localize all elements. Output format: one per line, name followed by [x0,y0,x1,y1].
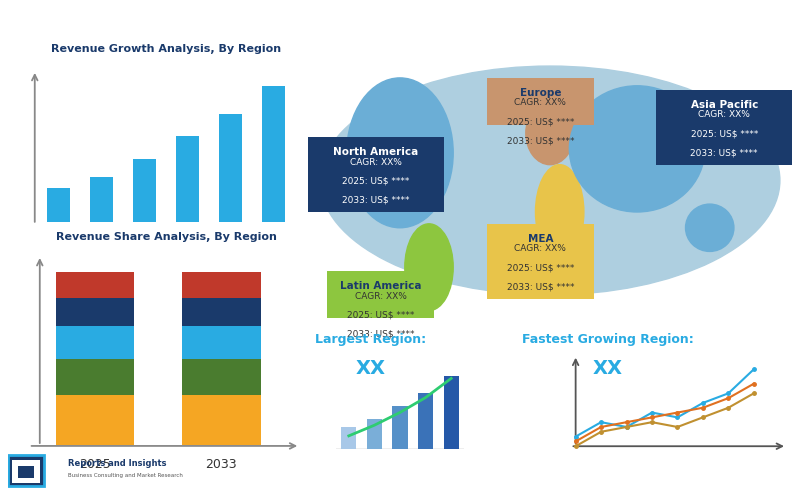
Text: CAGR: XX%: CAGR: XX% [350,158,402,167]
Bar [46,188,70,222]
Title: Revenue Growth Analysis, By Region: Revenue Growth Analysis, By Region [51,44,281,54]
FancyBboxPatch shape [308,137,443,212]
Ellipse shape [320,66,780,295]
FancyBboxPatch shape [8,456,44,486]
FancyBboxPatch shape [327,271,434,318]
Text: 2033: US$ ****: 2033: US$ **** [506,136,574,145]
FancyBboxPatch shape [487,224,594,299]
Text: 2025: US$ ****: 2025: US$ **** [506,117,574,126]
Bar [176,136,199,222]
Text: Fastest Growing Region:: Fastest Growing Region: [522,333,694,346]
Text: 2025: US$ ****: 2025: US$ **** [690,129,758,138]
Text: 2025: US$ ****: 2025: US$ **** [342,176,410,185]
Ellipse shape [570,86,705,212]
Bar [182,359,261,395]
Text: Largest Region:: Largest Region: [315,333,426,346]
Text: 2033: US$ ****: 2033: US$ **** [506,282,574,291]
FancyBboxPatch shape [657,90,792,165]
Ellipse shape [686,204,734,251]
Bar [55,273,134,298]
Text: XX: XX [356,358,386,378]
Bar [182,326,261,359]
FancyBboxPatch shape [487,78,594,125]
Text: Asia Pacific: Asia Pacific [690,100,758,109]
Bar [182,273,261,298]
Bar [443,376,459,449]
Text: Business Consulting and Market Research: Business Consulting and Market Research [68,473,183,479]
Text: 2033: US$ ****: 2033: US$ **** [690,148,758,157]
Bar [182,395,261,445]
Bar [55,298,134,326]
Ellipse shape [535,165,584,259]
FancyBboxPatch shape [18,465,34,478]
Bar [418,393,434,449]
Ellipse shape [346,78,454,228]
Text: 2033: US$ ****: 2033: US$ **** [347,329,414,339]
Text: CAGR: XX%: CAGR: XX% [514,245,566,253]
Bar [392,406,408,449]
Text: CAGR: XX%: CAGR: XX% [514,99,566,107]
Text: CAGR: XX%: CAGR: XX% [354,292,406,301]
Text: MEA: MEA [527,234,553,244]
Text: North America: North America [333,147,418,157]
Bar [366,419,382,449]
Text: Europe: Europe [519,88,561,98]
Text: GLOBAL PALLET LABELLING SYSTEM MARKET REGIONAL LEVEL ANALYSIS: GLOBAL PALLET LABELLING SYSTEM MARKET RE… [12,19,494,33]
Bar [55,395,134,445]
FancyBboxPatch shape [12,460,40,483]
Bar [218,113,242,222]
Ellipse shape [526,102,574,165]
Text: 2025: US$ ****: 2025: US$ **** [506,263,574,272]
Text: CAGR: XX%: CAGR: XX% [698,110,750,119]
Text: 2025: US$ ****: 2025: US$ **** [347,311,414,319]
Ellipse shape [405,224,454,311]
Bar [262,86,286,222]
Bar [133,159,156,222]
Text: XX: XX [593,358,623,378]
Bar [55,359,134,395]
Bar [182,298,261,326]
Text: Reports and Insights: Reports and Insights [68,458,166,468]
Bar [341,427,357,449]
Bar [55,326,134,359]
Text: 2033: US$ ****: 2033: US$ **** [342,195,410,205]
Bar [90,177,114,222]
Title: Revenue Share Analysis, By Region: Revenue Share Analysis, By Region [55,232,277,242]
Text: Latin America: Latin America [340,281,422,291]
